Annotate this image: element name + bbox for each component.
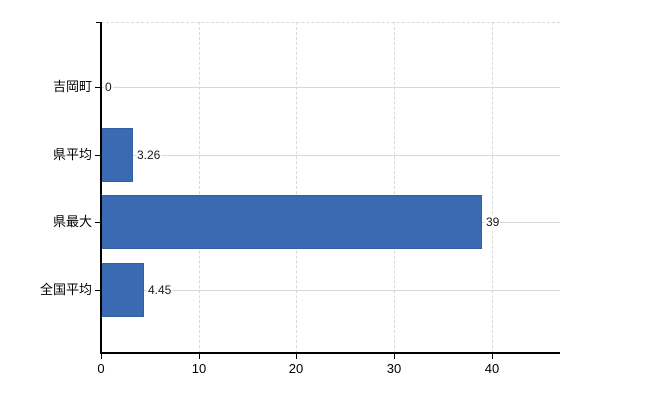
x-axis-line <box>100 352 560 354</box>
x-tick-label: 0 <box>97 361 105 376</box>
category-label: 県平均 <box>52 147 92 162</box>
vertical-gridline <box>492 22 493 353</box>
x-tick-label: 20 <box>288 361 304 376</box>
value-label: 0 <box>104 79 113 95</box>
bar <box>101 263 144 317</box>
y-axis-tick <box>95 155 101 156</box>
y-axis-line <box>100 22 102 353</box>
x-axis-tick <box>492 354 493 359</box>
bar <box>101 128 133 182</box>
category-label: 全国平均 <box>39 282 92 297</box>
y-axis-tick <box>95 87 101 88</box>
x-axis-tick <box>296 354 297 359</box>
value-label: 4.45 <box>147 282 173 298</box>
y-axis-tick <box>95 222 101 223</box>
vertical-gridline <box>199 22 200 353</box>
plot-top-border <box>101 22 560 23</box>
x-axis-tick <box>199 354 200 359</box>
value-label: 3.26 <box>136 147 162 163</box>
y-axis-tick <box>95 290 101 291</box>
row-gridline <box>101 155 560 156</box>
x-tick-label: 30 <box>386 361 402 376</box>
vertical-gridline <box>296 22 297 353</box>
x-axis-tick <box>101 354 102 359</box>
vertical-gridline <box>394 22 395 353</box>
row-gridline <box>101 290 560 291</box>
x-tick-label: 40 <box>484 361 500 376</box>
category-label: 県最大 <box>52 214 92 229</box>
value-label: 39 <box>485 214 501 230</box>
x-tick-label: 10 <box>191 361 207 376</box>
x-axis-tick <box>394 354 395 359</box>
category-label: 吉岡町 <box>52 79 92 94</box>
y-axis-top-tick <box>96 22 101 23</box>
row-gridline <box>101 87 560 88</box>
bar <box>101 195 482 249</box>
